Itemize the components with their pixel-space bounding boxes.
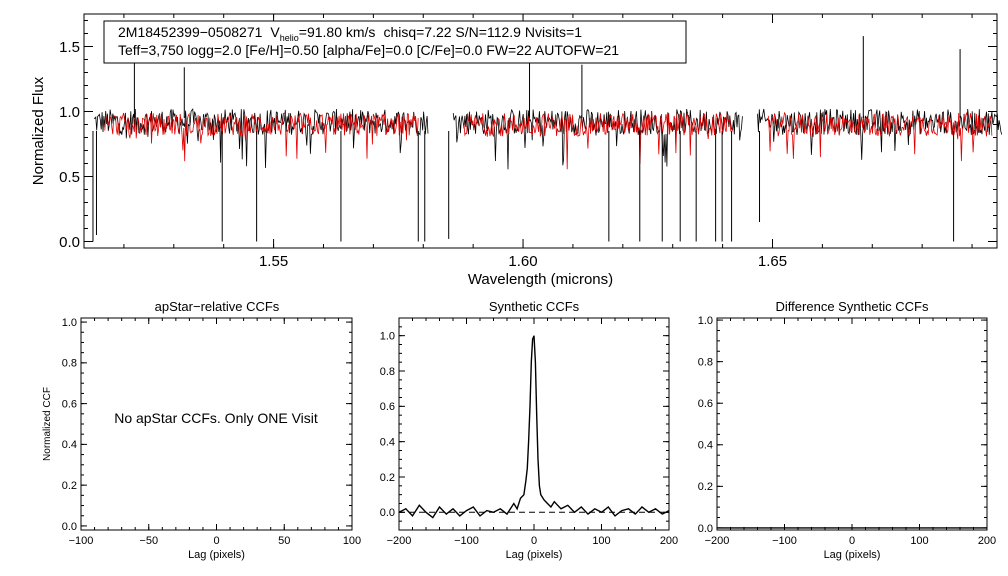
synthetic-ccf-lines (398, 335, 670, 519)
info-box: 2M18452399−0508271 Vhelio=91.80 km/s chisq… (103, 20, 687, 64)
x-axis-label: Lag (pixels) (506, 549, 563, 561)
spectrum-series-model (104, 111, 993, 170)
x-tick-label: 200 (660, 535, 678, 547)
no-apstar-ccf-message: No apStar CCFs. Only ONE Visit (114, 410, 318, 426)
info-line-1: 2M18452399−0508271 Vhelio=91.80 km/s chisq… (118, 24, 582, 43)
y-tick-label: 0.4 (698, 440, 713, 452)
spectrum-frame (83, 13, 998, 249)
synthetic-ccf-title: Synthetic CCFs (489, 299, 580, 314)
apstar-ccf-axes: −100 −50 0 50 100 0.0 0.2 0.4 0.6 0.8 1.0 Lag (pixe… (42, 317, 361, 561)
x-tick-label: −100 (69, 535, 94, 547)
y-tick-label: 0.8 (62, 358, 77, 370)
info-line-2: Teff=3,750 logg=2.0 [Fe/H]=0.50 [alpha/F… (118, 42, 619, 58)
y-tick-label: 1.0 (380, 331, 395, 343)
y-tick-label: 0.4 (380, 437, 395, 449)
x-tick-label: −100 (454, 535, 479, 547)
x-tick-label: 100 (592, 535, 610, 547)
x-tick-label: 1.55 (259, 253, 288, 270)
x-tick-label: 200 (978, 535, 996, 547)
x-tick-label: −200 (705, 535, 730, 547)
y-tick-label: 0.0 (62, 521, 77, 533)
x-axis-label: Lag (pixels) (188, 549, 245, 561)
y-tick-label: 1.0 (698, 315, 713, 327)
apstar-ccf-title: apStar−relative CCFs (155, 299, 280, 314)
y-axis-label: Normalized Flux (30, 76, 47, 185)
y-tick-label: 0.5 (59, 169, 80, 186)
difference-ccf-title: Difference Synthetic CCFs (776, 299, 929, 314)
x-tick-label: 1.60 (508, 253, 537, 270)
v-subscript: helio (280, 33, 299, 43)
y-tick-label: 0.2 (380, 472, 395, 484)
y-tick-label: 0.6 (380, 401, 395, 413)
x-tick-label: 100 (343, 535, 361, 547)
y-tick-label: 0.0 (380, 507, 395, 519)
y-tick-label: 0.2 (698, 481, 713, 493)
fit-stats: chisq=7.22 S/N=112.9 Nvisits=1 (383, 24, 582, 40)
y-tick-label: 0.0 (698, 523, 713, 535)
spectrum-lines (92, 36, 1003, 242)
y-tick-label: 0.6 (62, 398, 77, 410)
y-tick-label: 0.6 (698, 398, 713, 410)
v-value: =91.80 km/s (299, 24, 376, 40)
y-tick-label: 0.8 (698, 356, 713, 368)
x-tick-label: −50 (139, 535, 158, 547)
x-tick-label: 0 (849, 535, 855, 547)
y-tick-label: 1.5 (59, 39, 80, 56)
difference-ccf-panel: Difference Synthetic CCFs −200 −100 0 100 20… (698, 299, 996, 561)
y-tick-label: 1.0 (62, 317, 77, 329)
info-box-frame (103, 20, 687, 64)
apstar-ccf-panel: apStar−relative CCFs −100 −50 0 50 100 0.0 0.2… (42, 299, 361, 561)
star-id: 2M18452399−0508271 (118, 24, 263, 40)
y-axis-label: Normalized CCF (42, 387, 53, 461)
synthetic-ccf-series-ccf (398, 335, 670, 519)
x-tick-label: 50 (278, 535, 290, 547)
spectrum-panel: 1.55 1.60 1.65 0.0 0.5 1.0 1.5 Wavelength (micr… (30, 13, 1003, 288)
x-tick-label: 1.65 (758, 253, 787, 270)
synthetic-ccf-axes: −200 −100 0 100 200 0.0 0.2 0.4 0.6 0.8 1.0 Lag (pi… (380, 317, 678, 561)
y-tick-label: 0.4 (62, 439, 77, 451)
x-tick-label: −100 (772, 535, 797, 547)
y-tick-label: 0.8 (380, 366, 395, 378)
x-axis-label: Wavelength (microns) (468, 271, 613, 288)
x-tick-label: 100 (910, 535, 928, 547)
x-tick-label: −200 (387, 535, 412, 547)
v-label: V (270, 24, 280, 40)
difference-ccf-axes: −200 −100 0 100 200 0.0 0.2 0.4 0.6 0.8 1.0 Lag (pi… (698, 315, 996, 561)
x-axis-label: Lag (pixels) (824, 549, 881, 561)
x-tick-label: 0 (531, 535, 537, 547)
synthetic-ccf-panel: Synthetic CCFs −200 −100 0 100 200 0.0 0.2 0.4 0… (380, 299, 678, 561)
y-tick-label: 0.2 (62, 480, 77, 492)
x-tick-label: 0 (213, 535, 219, 547)
y-tick-label: 0.0 (59, 234, 80, 251)
y-tick-label: 1.0 (59, 104, 80, 121)
spectrum-axes: 1.55 1.60 1.65 0.0 0.5 1.0 1.5 Wavelength (micr… (30, 13, 998, 288)
